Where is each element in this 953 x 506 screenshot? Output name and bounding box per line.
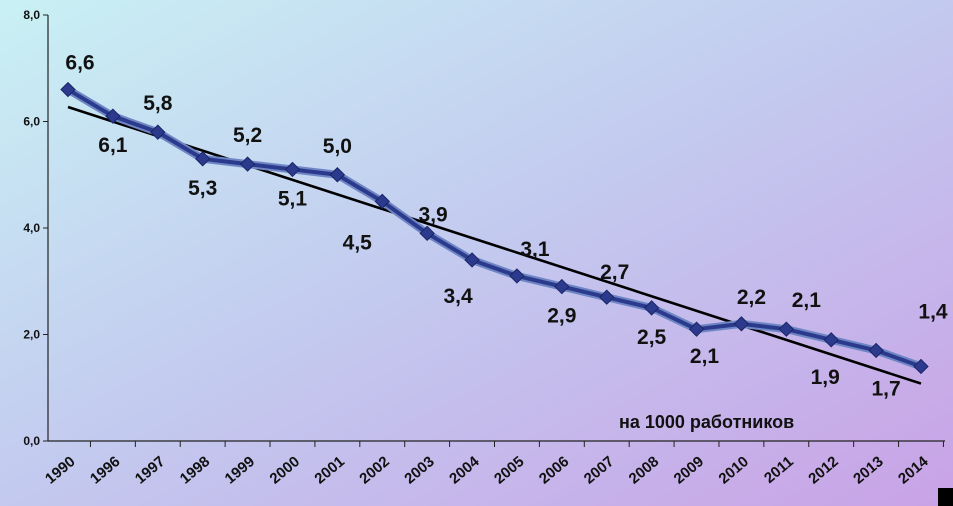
data-label: 5,3 [188, 177, 217, 200]
data-point [509, 268, 525, 284]
data-point [284, 161, 301, 178]
data-point [329, 167, 346, 183]
data-label: 5,8 [143, 92, 173, 115]
data-label: 2,2 [737, 286, 766, 309]
data-point [60, 81, 76, 98]
data-label: 2,5 [637, 326, 667, 349]
y-tick-label: 4,0 [23, 221, 40, 235]
data-label: 2,1 [690, 345, 720, 368]
data-point [464, 252, 480, 268]
data-label: 2,1 [792, 289, 822, 312]
y-tick-label: 2,0 [23, 328, 40, 342]
data-point [778, 321, 795, 337]
y-tick-label: 8,0 [23, 8, 40, 22]
data-label: 1,7 [872, 377, 901, 400]
data-point [913, 358, 929, 375]
data-label: 5,0 [323, 135, 352, 158]
data-point [194, 151, 211, 167]
data-point [733, 316, 750, 332]
data-label: 2,7 [600, 261, 629, 284]
data-point [150, 124, 166, 140]
data-label: 2,9 [547, 305, 576, 328]
unit-annotation: на 1000 работников [619, 412, 794, 432]
data-label: 5,2 [233, 124, 262, 147]
data-point [105, 108, 121, 124]
data-label: 3,4 [443, 285, 473, 308]
data-point [823, 332, 839, 348]
data-label: 5,1 [278, 187, 308, 210]
data-label: 6,1 [98, 134, 128, 157]
data-point [554, 278, 570, 295]
data-point [643, 300, 660, 316]
data-label: 4,5 [343, 231, 373, 254]
y-tick-label: 6,0 [23, 115, 40, 129]
data-label: 3,9 [419, 203, 448, 226]
corner-mark [938, 488, 953, 506]
data-point [374, 193, 390, 210]
trendline [67, 105, 922, 385]
y-tick-label: 0,0 [23, 434, 40, 448]
data-point [868, 342, 884, 359]
data-point [419, 225, 435, 242]
data-label: 1,4 [918, 300, 948, 323]
data-label: 3,1 [520, 238, 550, 261]
series-line [66, 87, 922, 369]
data-point [239, 156, 256, 172]
data-label: 6,6 [65, 52, 94, 75]
data-label: 1,9 [811, 366, 840, 389]
data-point [688, 321, 705, 337]
data-point [599, 289, 615, 305]
